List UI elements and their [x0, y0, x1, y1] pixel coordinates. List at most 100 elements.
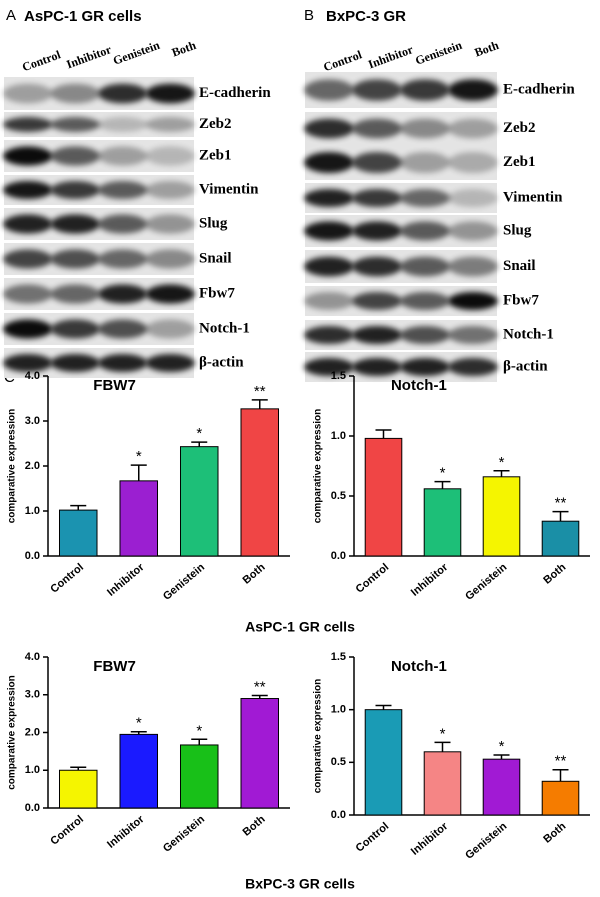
blot-band	[448, 221, 498, 241]
x-tick-label: Control	[354, 820, 392, 854]
y-axis-label: comparative expression	[313, 679, 324, 794]
blot-band	[98, 354, 148, 372]
blot-band	[145, 319, 195, 339]
blot-band	[50, 83, 100, 104]
blot-band	[448, 326, 498, 344]
x-tick-label: Inhibitor	[105, 813, 147, 851]
protein-label: Vimentin	[503, 189, 563, 205]
protein-label: Snail	[199, 250, 232, 266]
panel-title: BxPC-3 GR	[326, 8, 406, 25]
blot-band	[352, 118, 402, 139]
blot-band	[400, 118, 450, 139]
blot-band	[400, 256, 450, 277]
blot-band	[98, 284, 148, 304]
significance: **	[555, 495, 567, 512]
y-tick-label: 1.0	[25, 505, 40, 517]
blot-band	[400, 221, 450, 241]
blot-band	[98, 181, 148, 199]
blot-band	[304, 221, 354, 241]
blot-band	[448, 358, 498, 376]
lane-label: Control	[20, 47, 63, 74]
blot-band	[98, 117, 148, 132]
error-bar	[552, 768, 569, 782]
x-tick-label: Genistein	[463, 561, 509, 603]
chart-title: FBW7	[93, 377, 136, 394]
blot-band	[304, 118, 354, 139]
y-axis-label: comparative expression	[7, 675, 18, 790]
y-tick-label: 1.5	[331, 370, 346, 382]
y-tick-label: 4.0	[25, 651, 40, 663]
blot-band	[400, 79, 450, 101]
blot-band	[145, 181, 195, 199]
error-bar	[191, 441, 208, 447]
bar	[423, 751, 462, 816]
bar	[119, 480, 159, 557]
bar	[179, 744, 219, 809]
blot-band	[145, 214, 195, 234]
blot-band	[50, 181, 100, 199]
blot-band	[98, 146, 148, 166]
y-tick-label: 1.0	[331, 430, 346, 442]
chart-title: Notch-1	[391, 377, 447, 394]
error-bar	[493, 754, 510, 760]
y-tick-label: 0.0	[331, 809, 346, 821]
lane-label: Both	[170, 38, 198, 60]
blot-band	[304, 292, 354, 310]
blot-band	[50, 284, 100, 304]
blot-band	[400, 152, 450, 173]
y-tick-label: 0.0	[25, 802, 40, 814]
y-axis-label: comparative expression	[313, 409, 324, 524]
blot-band	[3, 117, 53, 132]
x-tick-label: Genistein	[161, 813, 207, 855]
blot-band	[304, 358, 354, 376]
blot-band	[304, 256, 354, 277]
significance: *	[136, 715, 142, 732]
blot-band	[145, 83, 195, 104]
blot-band	[352, 292, 402, 310]
y-tick-label: 1.0	[25, 764, 40, 776]
blot-band	[448, 256, 498, 277]
blot-band	[448, 292, 498, 310]
lane-label: Control	[321, 47, 364, 74]
significance: *	[499, 738, 505, 755]
bar	[179, 446, 219, 557]
y-tick-label: 2.0	[25, 460, 40, 472]
significance: **	[254, 383, 266, 400]
error-bar	[70, 504, 87, 511]
blot-band	[400, 358, 450, 376]
error-bar	[130, 464, 147, 481]
group-label: BxPC-3 GR cells	[245, 876, 355, 892]
blot-band	[304, 79, 354, 101]
blot-band	[3, 249, 53, 269]
x-tick-label: Both	[541, 820, 568, 845]
blot-band	[448, 152, 498, 173]
blot-band	[400, 189, 450, 207]
blot-band	[98, 249, 148, 269]
blot-band	[448, 118, 498, 139]
chart-title: FBW7	[93, 658, 136, 675]
protein-label: Zeb2	[199, 116, 232, 132]
protein-label: Slug	[503, 222, 532, 238]
significance: *	[440, 725, 446, 742]
lane-label: Genistein	[111, 38, 162, 68]
blot-band	[352, 189, 402, 207]
blot-band	[50, 214, 100, 234]
blot-band	[400, 326, 450, 344]
bar	[58, 509, 98, 557]
blot-band	[145, 146, 195, 166]
blot-band	[145, 117, 195, 132]
blot-band	[304, 189, 354, 207]
significance: **	[254, 678, 266, 695]
significance: *	[499, 454, 505, 471]
group-label: AsPC-1 GR cells	[245, 619, 355, 635]
error-bar	[251, 399, 268, 409]
significance: *	[136, 448, 142, 465]
protein-label: Notch-1	[503, 326, 554, 342]
y-tick-label: 0.0	[25, 550, 40, 562]
blot-band	[304, 152, 354, 173]
blot-band	[3, 354, 53, 372]
protein-label: Fbw7	[503, 292, 539, 308]
protein-label: β-actin	[199, 354, 244, 370]
y-tick-label: 1.5	[331, 651, 346, 663]
